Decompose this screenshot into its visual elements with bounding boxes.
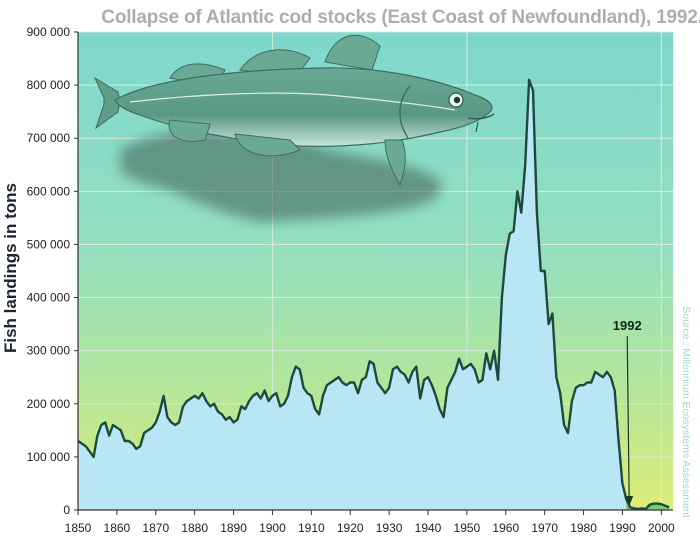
x-tick-label: 1990	[609, 521, 636, 535]
x-tick-label: 1930	[376, 521, 403, 535]
x-tick-label: 1890	[220, 521, 247, 535]
y-tick-label: 800 000	[27, 78, 71, 92]
series-line	[77, 78, 670, 511]
x-tick-label: 1880	[181, 521, 208, 535]
y-tick-label: 900 000	[27, 25, 71, 39]
x-tick-label: 1850	[65, 521, 92, 535]
x-tick-label: 1910	[298, 521, 325, 535]
x-tick-label: 1940	[415, 521, 442, 535]
axes	[77, 32, 673, 511]
x-tick-label: 1920	[337, 521, 364, 535]
fish-barbel	[475, 121, 479, 133]
annotation-arrowhead	[625, 496, 634, 506]
x-axis-ticks: 1850 1860 1870 1880 1890 1900 1910 1920 1930 1940…	[65, 510, 675, 535]
x-tick-label: 1870	[142, 521, 169, 535]
x-tick-label: 2000	[648, 521, 675, 535]
series-area-group	[77, 78, 670, 511]
fish-lateral-line	[129, 92, 456, 111]
fish-shadow	[120, 130, 441, 222]
y-tick-label: 100 000	[27, 450, 71, 464]
fish-tail	[93, 76, 121, 130]
y-tick-label: 500 000	[27, 237, 71, 251]
annotation-1992: 1992	[613, 318, 642, 506]
y-tick-label: 700 000	[27, 131, 71, 145]
x-tick-label: 1950	[454, 521, 481, 535]
fish-mouth	[467, 113, 495, 120]
post-collapse-fill	[626, 499, 670, 510]
y-axis-label: Fish landings in tons	[1, 183, 20, 353]
y-tick-label: 200 000	[27, 397, 71, 411]
x-tick-label: 1980	[570, 521, 597, 535]
x-tick-label: 1960	[492, 521, 519, 535]
fish-anal-fin-1	[168, 119, 211, 142]
fish-dorsal-fin-3	[324, 34, 381, 71]
annotation-label: 1992	[613, 318, 642, 333]
series-area-fill	[78, 79, 670, 511]
y-tick-label: 400 000	[27, 291, 71, 305]
fish-anal-fin-2	[234, 133, 301, 157]
cod-fish-illustration	[93, 34, 495, 222]
y-tick-label: 600 000	[27, 184, 71, 198]
x-tick-label: 1860	[104, 521, 131, 535]
annotation-arrow-line	[626, 335, 630, 504]
fish-pupil	[453, 96, 461, 104]
y-tick-label: 0	[63, 503, 70, 517]
fish-gill	[399, 85, 411, 139]
source-note: Source : Millennium Ecosystems Assessmen…	[680, 306, 692, 517]
y-axis-ticks: 0 100 000 200 000 300 000 400 000 500 000 600 …	[27, 25, 78, 517]
fish-pelvic-fin	[384, 139, 406, 187]
x-tick-label: 1970	[531, 521, 558, 535]
chart-title: Collapse of Atlantic cod stocks (East Co…	[101, 7, 700, 28]
y-tick-label: 300 000	[27, 344, 71, 358]
x-tick-label: 1900	[259, 521, 286, 535]
